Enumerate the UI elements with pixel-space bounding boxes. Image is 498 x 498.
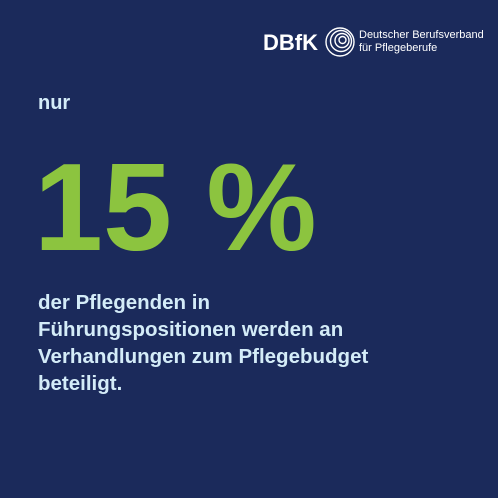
logo-subtitle: für Pflegeberufe: [359, 42, 437, 54]
logo-name: DBfK: [263, 30, 318, 55]
body-line: der Pflegenden in: [38, 291, 210, 314]
body-line: beteiligt.: [38, 372, 122, 395]
body-line: Verhandlungen zum Pflegebudget: [38, 345, 368, 368]
body-line: Führungspositionen werden an: [38, 318, 343, 341]
logo-icon: [325, 27, 355, 57]
intro-text: nur: [38, 92, 70, 114]
body-text: der Pflegenden in Führungspositionen wer…: [38, 291, 368, 395]
logo: DBfK Deutscher Berufsverband für Pflegeb…: [263, 27, 484, 57]
logo-subtitle: Deutscher Berufsverband: [359, 29, 484, 41]
highlight-number: 15 %: [34, 139, 317, 277]
